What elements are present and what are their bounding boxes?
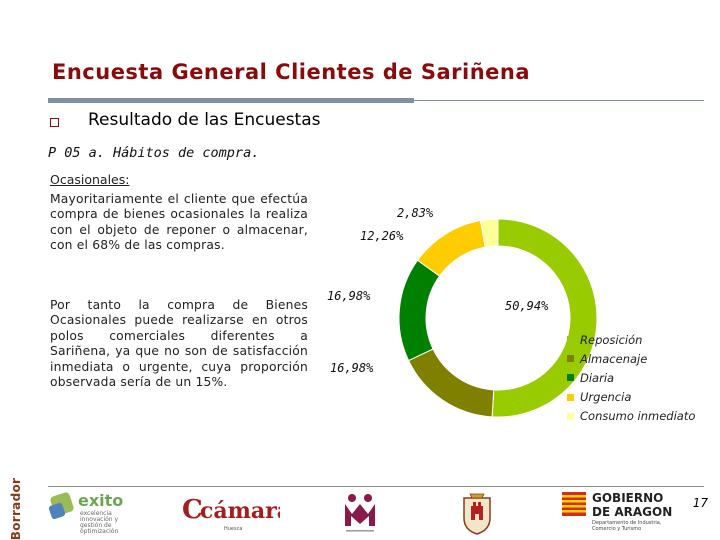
comarca-logo [345, 494, 375, 532]
exito-line-4: optimización [80, 528, 118, 535]
legend-item-reposición: Reposición [567, 330, 695, 349]
title-divider-thin [414, 100, 704, 101]
legend-label: Urgencia [580, 390, 632, 405]
data-label-almacenaje: 16,98% [330, 361, 374, 375]
data-label-consumo-inmediato: 2,83% [397, 206, 434, 220]
legend-label: Reposición [580, 332, 643, 347]
legend-swatch [567, 393, 574, 401]
exito-line-1: excelencia [80, 510, 112, 517]
data-label-diaria: 16,98% [327, 289, 371, 303]
question-label: P 05 a. Hábitos de compra. [48, 145, 260, 161]
square-bullet-icon [50, 118, 59, 127]
section-label: Ocasionales: [50, 172, 130, 187]
exito-line-2: innovación y [80, 516, 119, 523]
exito-logo: exito excelencia innovación y gestión de… [48, 491, 123, 535]
donut-slice-consumo-inmediato [479, 218, 499, 248]
data-label-urgencia: 12,26% [360, 229, 404, 243]
exito-wordmark: exito [78, 491, 123, 510]
paragraph-2: Por tanto la compra de Bienes Ocasionale… [50, 298, 308, 390]
legend-label: Almacenaje [580, 351, 648, 366]
page-title: Encuesta General Clientes de Sariñena [52, 60, 531, 84]
exito-line-3: gestión de [80, 522, 112, 529]
camara-logo: C cámara Huesca [182, 495, 280, 532]
section-subtitle: Resultado de las Encuestas [88, 110, 321, 130]
chart-legend: Reposición Almacenaje Diaria Urgencia Consum… [567, 330, 695, 426]
gobierno-aragon-logo: GOBIERNO DE ARAGON Departamento de Indus… [562, 491, 672, 532]
municipal-coat-of-arms [463, 493, 491, 535]
draft-stamp: Borrador [4, 477, 28, 540]
legend-swatch [567, 374, 574, 382]
gobierno-line-1: GOBIERNO [592, 491, 663, 505]
donut-chart: 50,94% 16,98% 16,98% 12,26% 2,83% [327, 206, 598, 418]
camara-wordmark: cámara [200, 498, 280, 524]
legend-item-almacenaje: Almacenaje [567, 349, 695, 368]
donut-slice-urgencia [416, 219, 486, 277]
page-number: 17 [692, 496, 708, 510]
paragraph-1: Mayoritariamente el cliente que efectúa … [50, 192, 308, 253]
donut-slice-diaria [398, 259, 441, 362]
legend-swatch [567, 355, 574, 363]
donut-slice-reposición [491, 218, 598, 418]
gobierno-sub-1: Departamento de Industria, [592, 520, 662, 526]
legend-label: Diaria [580, 370, 615, 385]
draft-stamp-text: Borrador [9, 477, 24, 540]
camara-subtitle: Huesca [224, 526, 242, 532]
gobierno-line-2: DE ARAGON [592, 505, 672, 519]
footer-divider [48, 486, 704, 487]
legend-item-urgencia: Urgencia [567, 388, 695, 407]
legend-item-diaria: Diaria [567, 368, 695, 387]
legend-swatch [567, 412, 574, 420]
legend-item-consumo-inmediato: Consumo inmediato [567, 407, 695, 426]
svg-text:C: C [182, 495, 203, 525]
legend-label: Consumo inmediato [580, 409, 696, 424]
legend-swatch [567, 336, 574, 344]
title-divider-thick [48, 98, 414, 103]
data-label-reposición: 50,94% [505, 299, 549, 313]
donut-slice-almacenaje [407, 348, 495, 418]
gobierno-sub-2: Comercio y Turismo [592, 526, 641, 532]
